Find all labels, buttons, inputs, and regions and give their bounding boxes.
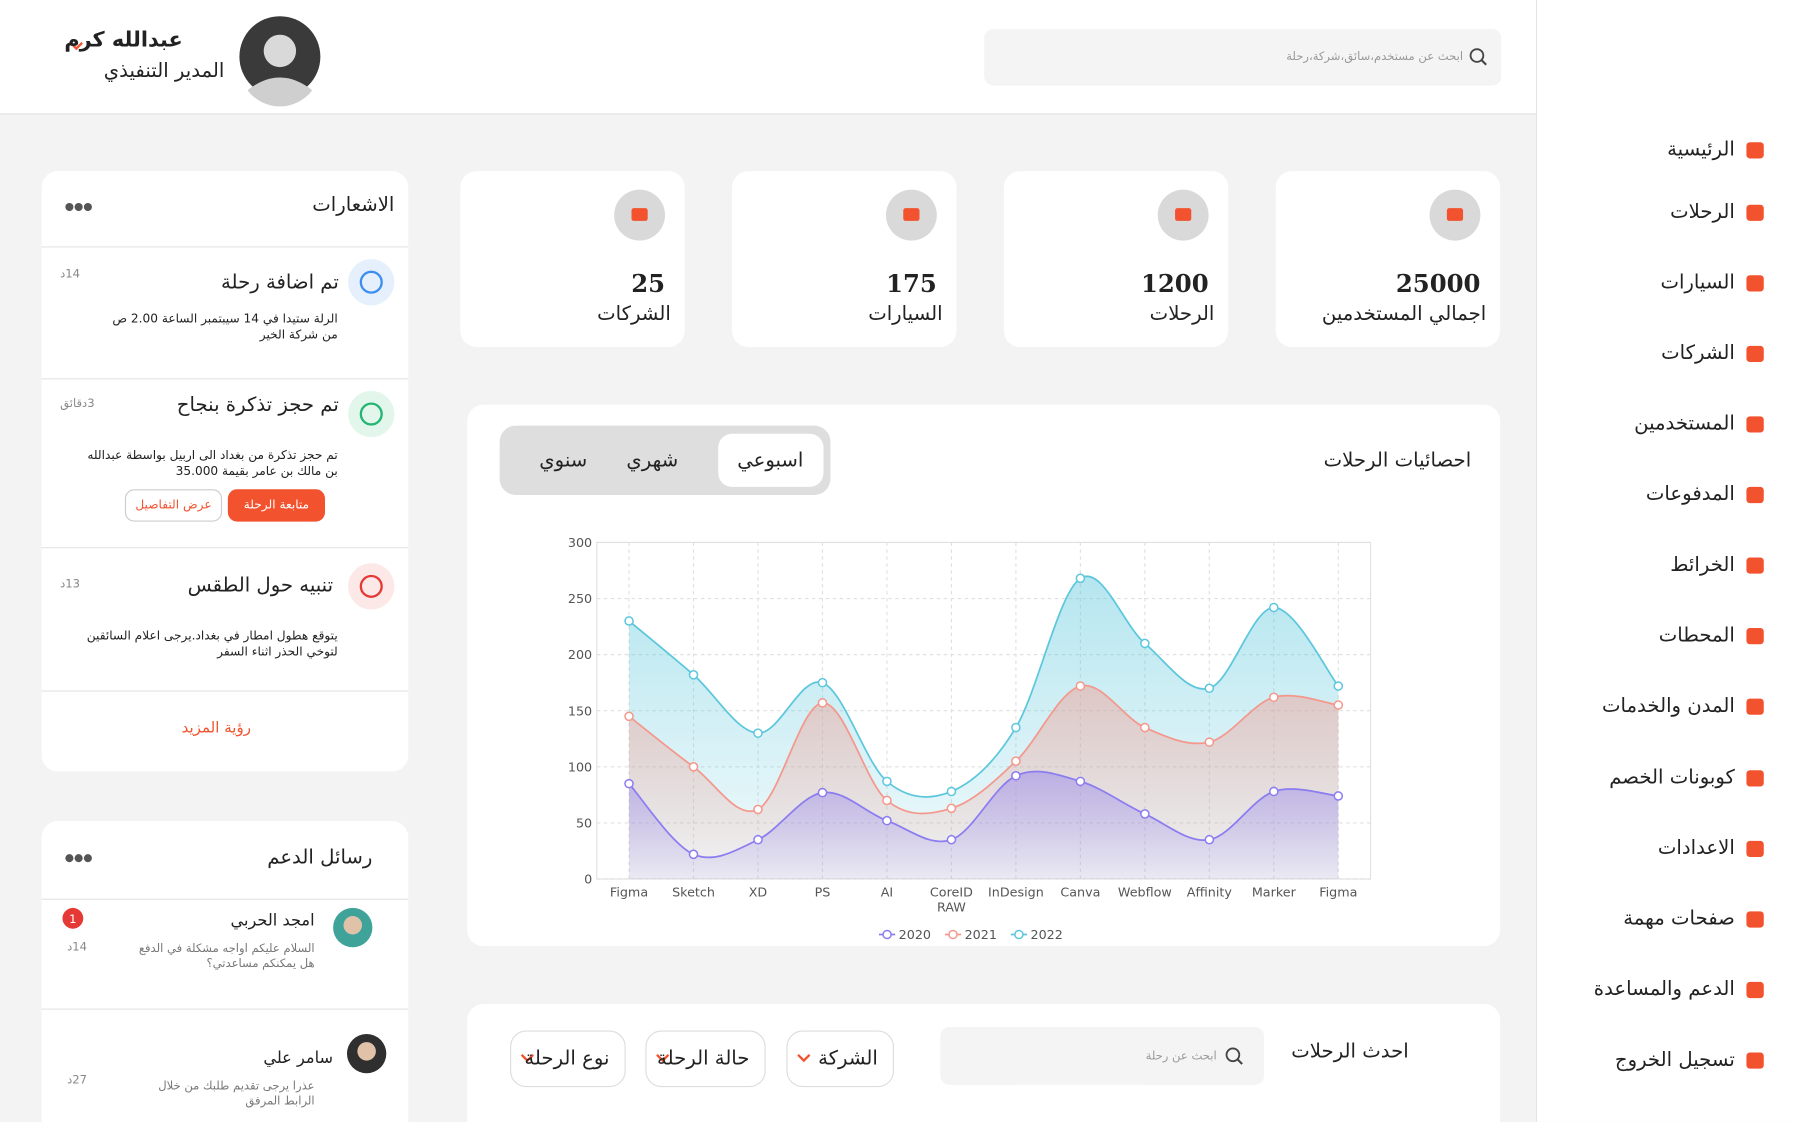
user-role: المدير التنفيذي (103, 59, 225, 83)
menu-item: المدن والخدمات (1602, 694, 1735, 718)
trips-title: احدث الرحلات (1291, 1040, 1409, 1064)
divider (41, 1008, 409, 1010)
message-text: السلام عليكم اواجه مشكلة في الدفع (138, 942, 315, 956)
user-name: عبدالله كرم (64, 27, 183, 53)
sender-name: سامر علي (263, 1049, 334, 1068)
divider (41, 246, 409, 248)
message-text: عذرا يرجى تقديم طلبك من خلال (158, 1080, 315, 1093)
notification-text: لتوخي الحذر اثناء السفر (217, 645, 338, 659)
filter-button[interactable] (645, 1030, 766, 1088)
notification-title: تم اضافة رحلة (221, 271, 339, 295)
divider (41, 547, 409, 549)
sender-name: امجد الحربي (230, 911, 315, 930)
stat-value: 25000 (1395, 268, 1481, 298)
stat-value: 175 (886, 268, 937, 298)
notifications-card (41, 171, 409, 772)
menu-item: الرئيسية (1667, 138, 1735, 162)
notification-text: يتوقع هطول امطار في بغداد.يرجى اعلام الس… (86, 628, 338, 643)
filter-label: الشركة (818, 1047, 878, 1071)
menu-item: الرحلات (1670, 200, 1735, 224)
notification-text: تم حجز تذكرة من بغداد الى اربيل بواسطة ع… (87, 448, 338, 463)
tab[interactable]: اسبوعي (737, 449, 804, 473)
filter-label: حالة الرحلة (657, 1047, 750, 1071)
divider (41, 690, 409, 692)
menu-item: الخرائط (1670, 553, 1735, 577)
sidebar (1535, 0, 1795, 1122)
stat-value: 25 (631, 268, 666, 298)
menu-item: الدعم والمساعدة (1593, 977, 1735, 1002)
menu-item: الاعدادات (1657, 836, 1735, 860)
search-box[interactable] (984, 28, 1502, 86)
tab-active[interactable] (718, 433, 824, 487)
notification-time: 14د (60, 268, 81, 282)
secondary-button[interactable] (124, 489, 223, 522)
menu-item: المحطات (1658, 623, 1735, 648)
chart-title: احصائيات الرحلات (1323, 449, 1472, 473)
search-placeholder: ابحث عن مستخدم،سائق،شركة،رحلة (1286, 50, 1464, 64)
notification-text: بن مالك بن عامر بقيمة 35.000 (175, 464, 338, 479)
filter-label: نوع الرحلة (524, 1047, 610, 1071)
menu-item: تسجيل الخروج (1614, 1048, 1735, 1072)
menu-item: المدفوعات (1645, 482, 1735, 506)
menu-item: صفحات مهمة (1623, 907, 1735, 931)
message-time: 27د (67, 1074, 87, 1088)
divider (41, 898, 409, 900)
notification-text: من شركة الخير (259, 328, 338, 343)
message-text: هل يمكنكم مساعدتي؟ (206, 957, 315, 971)
notifications-title: الاشعارات (312, 193, 395, 217)
menu-item: السيارات (1660, 271, 1735, 295)
primary-button[interactable] (227, 489, 325, 522)
stat-label: اجمالي المستخدمين (1321, 302, 1487, 326)
divider (41, 378, 409, 380)
menu-item: كوبونات الخصم (1609, 766, 1735, 790)
message-time: 14د (67, 941, 87, 955)
support-title: رسائل الدعم (267, 846, 373, 870)
notification-time: 13د (60, 578, 81, 592)
action-primary: متابعة الرحلة (243, 498, 310, 513)
stat-value: 1200 (1141, 268, 1209, 298)
see-more: رؤية المزيد (181, 719, 251, 738)
trips-search-placeholder: ابحث عن رحلة (1145, 1050, 1217, 1063)
stat-label: الرحلات (1149, 302, 1215, 326)
menu-item: المستخدمين (1634, 412, 1735, 436)
trips-search[interactable] (940, 1027, 1265, 1085)
message-text: الرابط المرفق (245, 1095, 315, 1108)
tab[interactable]: شهري (626, 449, 679, 473)
notification-title: تنبيه حول الطقس (187, 574, 334, 598)
stat-label: السيارات (868, 302, 943, 326)
stat-label: الشركات (597, 302, 671, 326)
notification-time: 3دقائق (60, 397, 95, 411)
menu-item: الشركات (1661, 341, 1735, 365)
tab[interactable]: سنوي (539, 449, 588, 473)
notification-text: الرلة ستيدا في 14 سيبتمبر الساعة 2.00 ص (112, 311, 338, 326)
notification-title: تم حجز تذكرة بنجاح (176, 393, 339, 417)
action-secondary: عرض التفاصيل (135, 498, 212, 513)
